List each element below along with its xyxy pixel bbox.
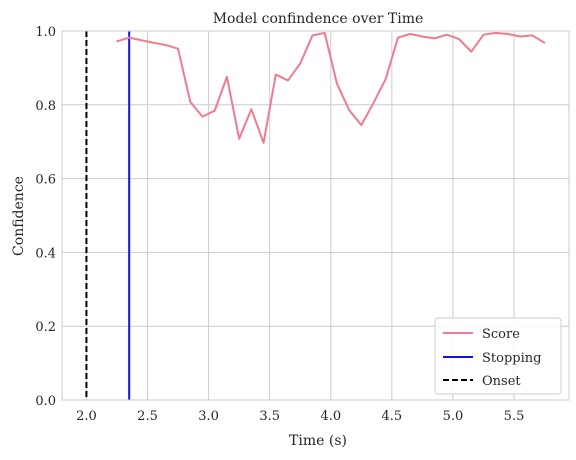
y-tick-label: 0.2 (35, 320, 56, 335)
score-data-point (519, 35, 521, 38)
y-axis-label: Confidence (11, 176, 27, 256)
score-data-point (348, 109, 350, 111)
score-data-point (152, 42, 155, 44)
score-data-point (128, 36, 130, 39)
score-data-point (458, 38, 460, 40)
vertical-markers (85, 31, 131, 400)
score-data-point (433, 37, 436, 40)
legend: Score Stopping Onset (434, 317, 562, 395)
y-tick-labels: 0.0 0.2 0.4 0.6 0.8 1.0 (35, 25, 56, 409)
score-data-point (421, 35, 424, 38)
score-data-point (543, 42, 546, 44)
score-data-point (482, 33, 485, 36)
chart-title: Model confindence over Time (213, 11, 424, 27)
score-data-point (311, 34, 314, 37)
plot-frame (61, 30, 570, 401)
y-tick-label: 0.8 (35, 99, 56, 114)
score-data-point (323, 32, 326, 34)
x-axis-label: Time (s) (289, 433, 347, 449)
score-data-point (372, 102, 375, 104)
x-tick-label: 3.0 (198, 409, 219, 424)
legend-stopping-label: Stopping (482, 351, 541, 366)
x-tick-labels: 2.0 2.5 3.0 3.5 4.0 4.5 5.0 5.5 (76, 409, 524, 424)
x-tick-label: 5.0 (443, 409, 464, 424)
score-data-point (397, 36, 399, 39)
x-tick-label: 4.5 (382, 409, 403, 424)
score-data-point (360, 124, 363, 126)
score-data-point (189, 101, 192, 103)
legend-onset-label: Onset (482, 374, 521, 389)
score-data-point (409, 33, 411, 35)
score-data-point (213, 109, 216, 112)
score-data-point (299, 62, 302, 65)
y-tick-label: 0.0 (35, 394, 56, 409)
y-tick-label: 1.0 (35, 25, 56, 40)
score-data-point (336, 82, 338, 85)
score-data-point (446, 33, 448, 36)
x-tick-label: 3.5 (259, 409, 280, 424)
series-lines (116, 31, 546, 144)
score-data-point (262, 142, 265, 144)
y-tick-label: 0.6 (35, 173, 56, 188)
score-data-point (177, 47, 179, 50)
score-data-point (226, 75, 228, 78)
score-data-point (250, 108, 253, 111)
score-data-point (287, 79, 289, 82)
score-data-point (140, 39, 143, 42)
x-tick-label: 4.0 (320, 409, 341, 424)
score-data-point (470, 50, 473, 53)
score-series-line (116, 31, 546, 144)
x-tick-label: 2.0 (76, 409, 97, 424)
score-data-point (494, 32, 497, 34)
score-data-point (165, 44, 167, 46)
legend-box (434, 317, 562, 395)
score-data-point (531, 34, 534, 37)
score-data-point (384, 78, 387, 80)
y-tick-label: 0.4 (35, 246, 56, 261)
score-data-point (507, 33, 509, 35)
x-tick-label: 5.5 (504, 409, 525, 424)
x-tick-label: 2.5 (137, 409, 158, 424)
score-data-point (238, 137, 240, 140)
score-data-point (274, 73, 277, 76)
legend-score-label: Score (482, 327, 520, 342)
score-data-point (116, 40, 118, 43)
score-data-point (201, 115, 204, 118)
